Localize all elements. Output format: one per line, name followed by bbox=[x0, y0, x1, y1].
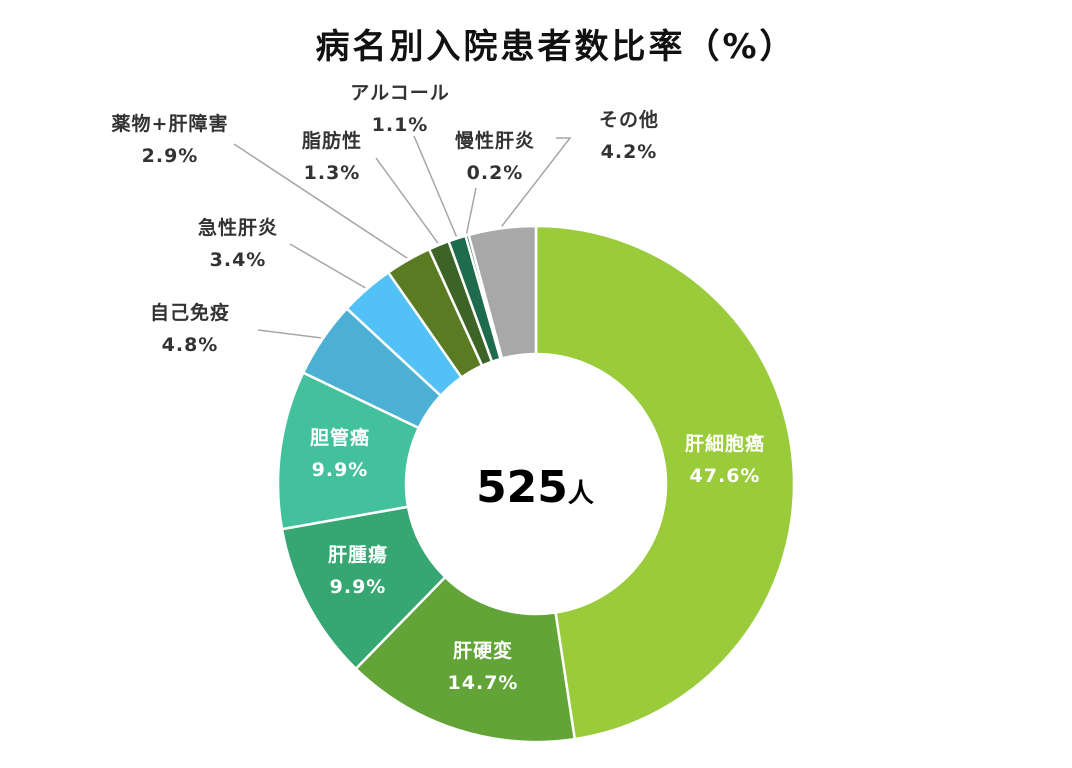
leader-line-9 bbox=[413, 135, 458, 237]
slice-name-label-1: 肝細胞癌 bbox=[685, 432, 765, 455]
leader-line-8 bbox=[375, 157, 439, 244]
slice-name-label-2: 肝硬変 bbox=[453, 639, 513, 662]
slice-name-label-10: 慢性肝炎 bbox=[455, 129, 535, 152]
center-total-unit: 人 bbox=[568, 479, 594, 509]
leader-line-10 bbox=[465, 187, 477, 234]
donut-hole bbox=[406, 354, 666, 614]
leader-line-11 bbox=[501, 137, 572, 227]
slice-value-label-4: 9.9% bbox=[312, 459, 369, 481]
slice-name-label-3: 肝腫瘍 bbox=[328, 543, 388, 566]
slice-value-label-2: 14.7% bbox=[448, 672, 519, 694]
leader-line-5 bbox=[257, 329, 322, 339]
slice-value-label-5: 4.8% bbox=[162, 334, 219, 356]
slice-value-label-1: 47.6% bbox=[690, 465, 761, 487]
slice-value-label-9: 1.1% bbox=[372, 114, 429, 136]
slices-group bbox=[276, 224, 796, 744]
slice-value-label-7: 2.9% bbox=[142, 145, 199, 167]
chart-title: 病名別入院患者数比率（%） bbox=[315, 27, 796, 67]
slice-name-label-8: 脂肪性 bbox=[302, 129, 362, 152]
slice-value-label-11: 4.2% bbox=[601, 141, 658, 163]
slice-name-label-11: その他 bbox=[599, 108, 659, 131]
slice-value-label-6: 3.4% bbox=[210, 249, 267, 271]
slice-name-label-7: 薬物+肝障害 bbox=[111, 112, 229, 135]
slice-name-label-6: 急性肝炎 bbox=[198, 216, 278, 239]
slice-name-label-9: アルコール bbox=[350, 82, 449, 104]
slice-name-label-4: 胆管癌 bbox=[310, 426, 370, 449]
slice-value-label-8: 1.3% bbox=[304, 162, 361, 184]
leader-line-7 bbox=[233, 143, 408, 259]
labels-group: 肝細胞癌 47.6% 肝硬変 14.7% 肝腫瘍 9.9% 胆管癌 9.9% 自己免疫 4.8% 急… bbox=[111, 82, 765, 694]
leader-line-6 bbox=[289, 243, 366, 289]
leader-lines-group bbox=[233, 135, 572, 339]
slice-name-label-5: 自己免疫 bbox=[150, 301, 230, 324]
slice-value-label-3: 9.9% bbox=[330, 576, 387, 598]
center-total-label: 525人 bbox=[476, 462, 594, 513]
center-total-number: 525 bbox=[476, 462, 568, 513]
slice-value-label-10: 0.2% bbox=[467, 162, 524, 184]
